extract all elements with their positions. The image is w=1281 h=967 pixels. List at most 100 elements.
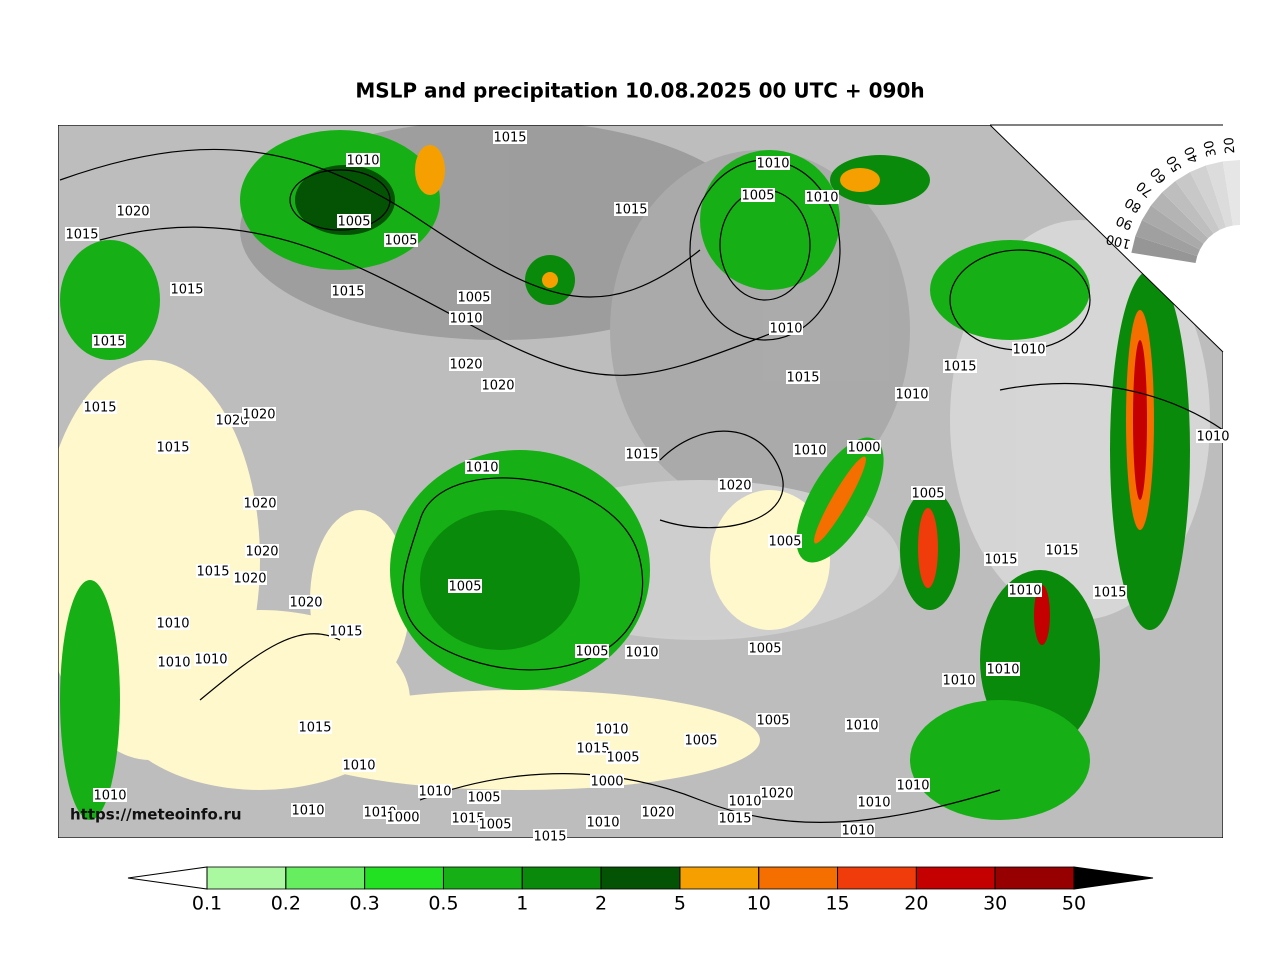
- isobar-label: 1010: [896, 779, 929, 794]
- colorbar-label: 10: [747, 893, 771, 915]
- label-box: [291, 803, 325, 817]
- label-box: [718, 478, 752, 492]
- isobar-label: 1010: [1196, 430, 1229, 445]
- isobar-label: 1020: [233, 572, 266, 587]
- colorbar-segment: [521, 866, 602, 890]
- isobar-label: 1005: [448, 580, 481, 595]
- isobar-label: 1005: [337, 215, 370, 230]
- label-box: [384, 233, 418, 247]
- isobar-label: 1020: [289, 596, 322, 611]
- label-box: [449, 357, 483, 371]
- label-box: [83, 400, 117, 414]
- label-box: [418, 784, 452, 798]
- cloud-label: 60: [1148, 164, 1170, 186]
- colorbar: 0.1 0.2 0.3 0.5 1 2 5 10 15 20 30 50: [127, 866, 1154, 915]
- colorbar-label: 0.2: [271, 893, 301, 915]
- isobar-label: 1010: [93, 789, 126, 804]
- isobar-label: 1000: [590, 775, 623, 790]
- label-box: [847, 440, 881, 454]
- label-box: [793, 443, 827, 457]
- label-box: [728, 794, 762, 808]
- label-box: [156, 616, 190, 630]
- cloud-band: [1151, 192, 1209, 244]
- colorbar-label: 5: [674, 893, 686, 915]
- isobar-label: 1010: [845, 719, 878, 734]
- cloud-band: [1135, 220, 1200, 257]
- isobar-label: 1005: [768, 535, 801, 550]
- isobar-label: 1020: [760, 787, 793, 802]
- isobar-label: 1015: [943, 360, 976, 375]
- label-box: [93, 788, 127, 802]
- colorbar-label: 0.3: [350, 893, 380, 915]
- title: MSLP and precipitation 10.08.2025 00 UTC…: [355, 79, 924, 103]
- label-box: [841, 823, 875, 837]
- isobar-label: 1005: [911, 487, 944, 502]
- label-box: [845, 718, 879, 732]
- isobar-label: 1010: [756, 157, 789, 172]
- label-box: [769, 321, 803, 335]
- label-box: [786, 370, 820, 384]
- label-box: [157, 655, 191, 669]
- colorbar-label: 0.1: [192, 893, 222, 915]
- isobar-label: 1010: [342, 759, 375, 774]
- label-box: [595, 722, 629, 736]
- isobar-label: 1005: [575, 645, 608, 660]
- isobar-label: 1010: [291, 804, 324, 819]
- isobar-label: 1015: [331, 285, 364, 300]
- cloud-band: [1141, 205, 1204, 250]
- map: [58, 125, 1223, 838]
- label-box: [289, 595, 323, 609]
- label-box: [625, 645, 659, 659]
- label-box: [857, 795, 891, 809]
- label-box: [493, 130, 527, 144]
- isobar-label: 1015: [92, 335, 125, 350]
- label-box: [449, 311, 483, 325]
- isobar-label: 1015: [786, 371, 819, 386]
- isobars: [59, 148, 1223, 823]
- cloud-band: [1162, 181, 1214, 239]
- isobar-label: 1005: [478, 818, 511, 833]
- isobar-label: 1010: [346, 154, 379, 169]
- isobar-label: 1010: [156, 617, 189, 632]
- label-box: [768, 534, 802, 548]
- label-box: [245, 544, 279, 558]
- cloud-label: 80: [1122, 194, 1144, 215]
- isobar-label: 1010: [595, 723, 628, 738]
- isobar-label: 1015: [1093, 586, 1126, 601]
- colorbar-label: 2: [595, 893, 607, 915]
- isobar-label: 1010: [625, 646, 658, 661]
- isobar-labels: 1015 1010 1010 1005 1010 1020 1005 1015 1015 1005…: [65, 130, 1230, 845]
- isobar-label: 1015: [65, 228, 98, 243]
- label-box: [481, 378, 515, 392]
- colorbar-segment: [206, 866, 287, 890]
- isobar-label: 1015: [156, 441, 189, 456]
- isobar-label: 1010: [857, 796, 890, 811]
- label-box: [346, 153, 380, 167]
- label-box: [298, 720, 332, 734]
- isobar-label: 1020: [481, 379, 514, 394]
- label-box: [805, 190, 839, 204]
- watermark: https://meteoinfo.ru: [70, 806, 242, 824]
- label-box: [1093, 585, 1127, 599]
- colorbar-label: 30: [983, 893, 1007, 915]
- isobar-label: 1010: [841, 824, 874, 839]
- colorbar-segment: [364, 866, 444, 890]
- cloud-band: [1175, 171, 1220, 234]
- colorbar-segment: [837, 866, 917, 890]
- isobar-label: 1010: [465, 461, 498, 476]
- isobar-label: 1005: [384, 234, 417, 249]
- isobar-label: 1010: [586, 816, 619, 831]
- colorbar-label: 0.5: [428, 893, 458, 915]
- label-box: [329, 624, 363, 638]
- colorbar-segment: [600, 866, 681, 890]
- label-box: [1196, 429, 1230, 443]
- label-box: [576, 741, 610, 755]
- label-box: [448, 579, 482, 593]
- label-box: [386, 810, 420, 824]
- isobar-label: 1015: [718, 812, 751, 827]
- cloud-label: 90: [1114, 212, 1135, 232]
- label-box: [215, 413, 249, 427]
- label-box: [92, 334, 126, 348]
